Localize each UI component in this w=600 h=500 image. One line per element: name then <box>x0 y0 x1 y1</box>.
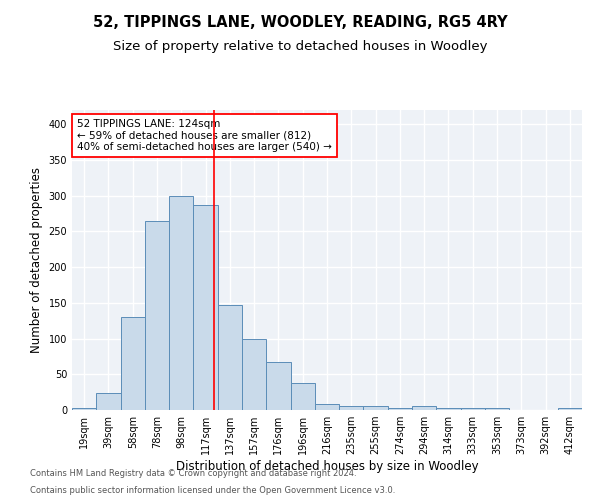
Text: Contains HM Land Registry data © Crown copyright and database right 2024.: Contains HM Land Registry data © Crown c… <box>30 468 356 477</box>
Bar <box>242 340 266 410</box>
Text: 52 TIPPINGS LANE: 124sqm
← 59% of detached houses are smaller (812)
40% of semi-: 52 TIPPINGS LANE: 124sqm ← 59% of detach… <box>77 119 332 152</box>
Text: Size of property relative to detached houses in Woodley: Size of property relative to detached ho… <box>113 40 487 53</box>
Bar <box>558 408 582 410</box>
Bar <box>218 305 242 410</box>
Bar <box>266 362 290 410</box>
Bar <box>315 404 339 410</box>
Bar <box>339 406 364 410</box>
X-axis label: Distribution of detached houses by size in Woodley: Distribution of detached houses by size … <box>176 460 478 473</box>
Bar <box>485 408 509 410</box>
Bar <box>436 408 461 410</box>
Bar <box>461 408 485 410</box>
Bar <box>388 408 412 410</box>
Text: 52, TIPPINGS LANE, WOODLEY, READING, RG5 4RY: 52, TIPPINGS LANE, WOODLEY, READING, RG5… <box>92 15 508 30</box>
Bar <box>412 406 436 410</box>
Bar <box>290 383 315 410</box>
Text: Contains public sector information licensed under the Open Government Licence v3: Contains public sector information licen… <box>30 486 395 495</box>
Y-axis label: Number of detached properties: Number of detached properties <box>30 167 43 353</box>
Bar <box>169 196 193 410</box>
Bar <box>121 317 145 410</box>
Bar <box>96 393 121 410</box>
Bar <box>193 205 218 410</box>
Bar <box>364 406 388 410</box>
Bar <box>72 408 96 410</box>
Bar <box>145 220 169 410</box>
